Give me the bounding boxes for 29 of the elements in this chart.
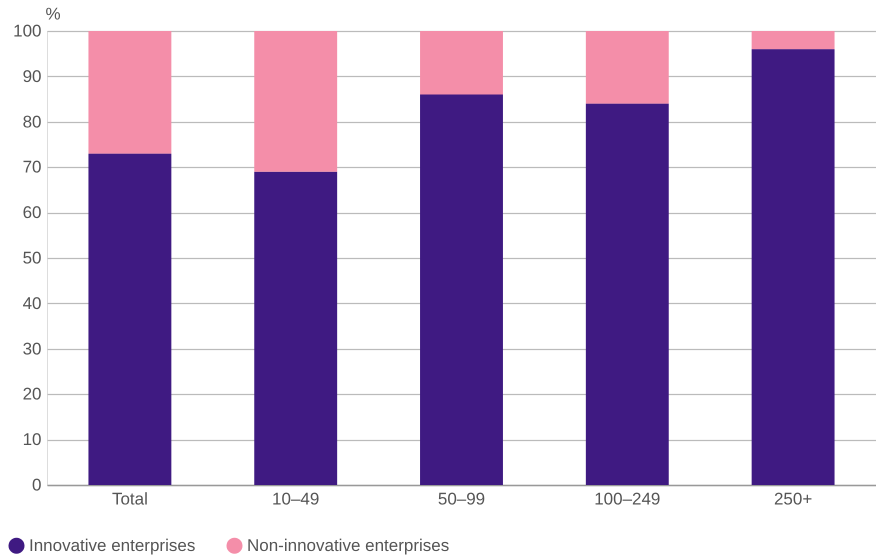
y-axis-title: % <box>46 4 61 24</box>
bar <box>420 94 503 485</box>
y-tick-label: 20 <box>22 384 42 404</box>
bar <box>586 104 669 485</box>
y-tick-label: 10 <box>22 430 42 450</box>
y-tick-label: 30 <box>22 339 42 358</box>
bar <box>752 31 835 50</box>
y-tick-label: 60 <box>22 203 42 222</box>
y-tick-label: 70 <box>22 158 42 177</box>
x-tick-label: Total <box>112 490 148 508</box>
bar <box>88 154 172 485</box>
bar <box>752 49 835 485</box>
bar <box>254 31 338 172</box>
y-tick-label: 50 <box>22 248 42 268</box>
x-tick-label: 100–249 <box>594 490 660 508</box>
bar <box>254 172 338 485</box>
bar <box>88 31 172 154</box>
bar <box>586 31 669 104</box>
x-tick-label: 50–99 <box>438 490 486 508</box>
y-tick-label: 40 <box>22 294 42 313</box>
bar <box>420 31 503 95</box>
x-tick-label: 10–49 <box>272 490 320 508</box>
legend-label: Non-innovative enterprises <box>247 536 450 555</box>
y-tick-label: 100 <box>13 22 42 40</box>
x-tick-label: 250+ <box>774 490 812 508</box>
y-tick-label: 90 <box>22 66 42 86</box>
y-tick-label: 80 <box>22 112 42 132</box>
legend-label: Innovative enterprises <box>29 536 196 555</box>
y-tick-label: 0 <box>32 476 42 494</box>
